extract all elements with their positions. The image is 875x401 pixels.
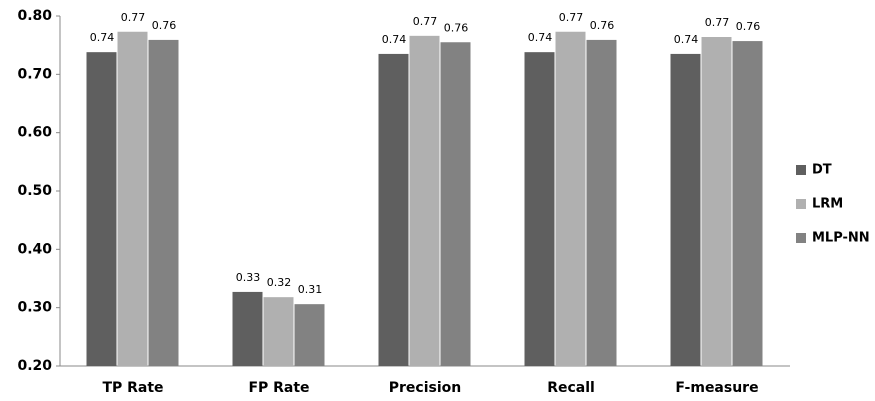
bar <box>232 291 263 366</box>
x-tick-label: Precision <box>389 380 461 396</box>
value-label: 0.77 <box>559 11 584 24</box>
value-label: 0.74 <box>382 33 407 46</box>
legend-label: MLP-NN <box>812 231 870 246</box>
y-tick-label: 0.80 <box>17 8 52 24</box>
value-label: 0.74 <box>528 31 553 44</box>
bar <box>148 39 179 367</box>
bar <box>263 297 294 366</box>
bar <box>555 31 586 366</box>
value-label: 0.76 <box>590 19 615 32</box>
x-tick-label: FP Rate <box>248 380 309 396</box>
legend-label: DT <box>812 163 832 178</box>
bar <box>701 37 732 366</box>
value-label: 0.32 <box>267 276 292 289</box>
bar <box>440 42 471 366</box>
value-label: 0.31 <box>298 283 323 296</box>
y-tick-label: 0.50 <box>17 183 52 199</box>
bar <box>117 31 148 366</box>
value-label: 0.74 <box>674 33 699 46</box>
bar <box>86 52 117 367</box>
legend-swatch <box>796 233 806 243</box>
value-label: 0.76 <box>152 19 177 32</box>
y-tick-label: 0.20 <box>17 358 52 374</box>
y-tick-label: 0.70 <box>17 66 52 82</box>
legend-label: LRM <box>812 197 843 212</box>
bar <box>670 53 701 367</box>
bar <box>294 304 325 366</box>
bar <box>378 53 409 367</box>
value-label: 0.76 <box>736 20 761 33</box>
value-label: 0.77 <box>705 16 730 29</box>
bar <box>524 52 555 367</box>
value-label: 0.76 <box>444 21 469 34</box>
y-tick-label: 0.60 <box>17 125 52 141</box>
value-label: 0.33 <box>236 271 261 284</box>
y-tick-label: 0.40 <box>17 241 52 257</box>
bar <box>732 41 763 366</box>
value-label: 0.77 <box>413 15 438 28</box>
bar <box>409 35 440 366</box>
value-label: 0.74 <box>90 31 115 44</box>
x-tick-label: F-measure <box>675 380 758 396</box>
value-label: 0.77 <box>121 11 146 24</box>
y-tick-label: 0.30 <box>17 300 52 316</box>
x-tick-label: TP Rate <box>102 380 163 396</box>
x-tick-label: Recall <box>547 380 595 396</box>
legend-swatch <box>796 165 806 175</box>
bar <box>586 39 617 367</box>
legend-swatch <box>796 199 806 209</box>
